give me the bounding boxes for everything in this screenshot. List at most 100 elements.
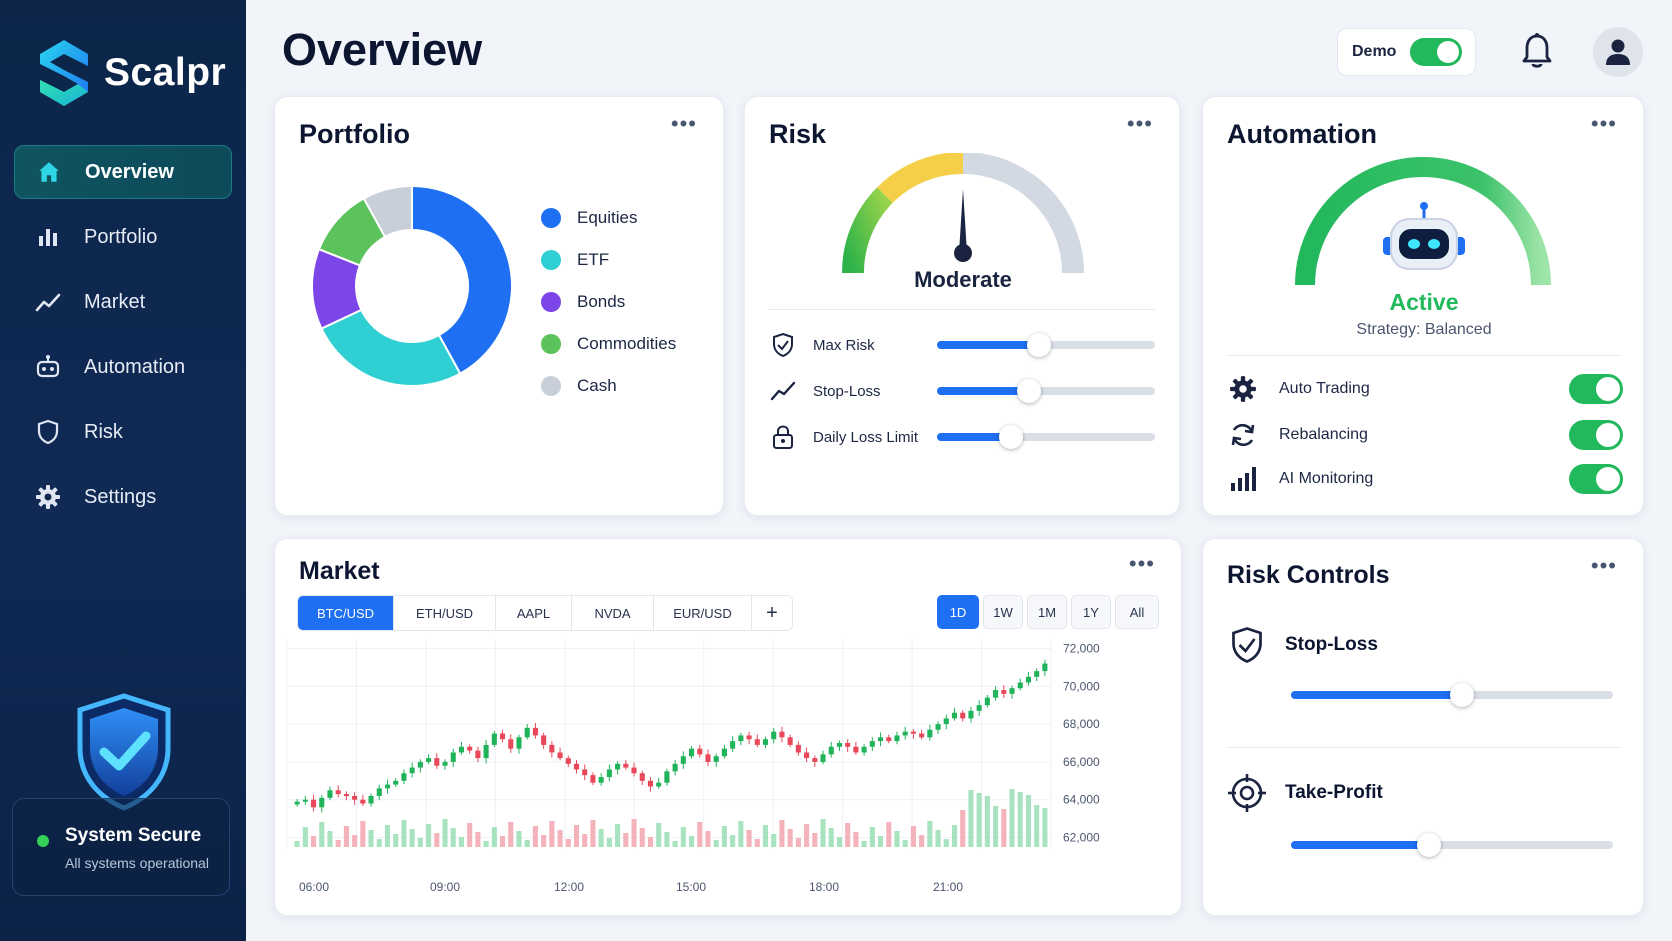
volume-bar <box>458 837 465 847</box>
candle <box>516 734 522 754</box>
volume-bar <box>927 821 933 847</box>
candle <box>631 762 637 777</box>
volume-bar <box>656 823 662 847</box>
volume-bar <box>573 825 580 847</box>
daily-loss-limit-slider[interactable] <box>937 425 1155 449</box>
more-options-icon[interactable]: ••• <box>1590 111 1617 136</box>
candle <box>853 741 859 755</box>
candle <box>869 737 875 751</box>
tab-eth-usd[interactable]: ETH/USD <box>394 596 496 630</box>
volume-bar <box>853 832 859 847</box>
avatar[interactable] <box>1593 27 1643 77</box>
take-profit-slider[interactable] <box>1291 833 1613 857</box>
demo-toggle[interactable]: Demo <box>1337 28 1476 76</box>
volume-bar <box>943 839 949 847</box>
x-tick-label: 18:00 <box>809 880 839 894</box>
card-title: Risk <box>769 119 827 149</box>
app-logo[interactable]: Scalpr <box>36 38 226 108</box>
candle <box>919 729 925 740</box>
max-risk-slider[interactable] <box>937 333 1155 357</box>
candle <box>968 707 974 723</box>
slider-handle[interactable] <box>1449 683 1474 707</box>
slider-handle[interactable] <box>1027 333 1052 357</box>
volume-bar <box>319 822 325 847</box>
risk-control-label: Take-Profit <box>1285 782 1383 803</box>
volume-bar <box>836 837 843 847</box>
risk-control-daily-loss-limit: Daily Loss Limit <box>769 423 1155 451</box>
candle <box>771 727 777 744</box>
tab-btc-usd[interactable]: BTC/USD <box>298 596 394 630</box>
sidebar-item-label: Portfolio <box>84 225 158 248</box>
chart-grid <box>286 639 1052 849</box>
bell-icon[interactable] <box>1520 32 1554 70</box>
candle <box>401 769 407 785</box>
volume-bar <box>294 841 300 847</box>
candle <box>491 730 497 748</box>
tab-aapl[interactable]: AAPL <box>496 596 572 630</box>
legend-swatch <box>541 250 561 270</box>
tab-eur-usd[interactable]: EUR/USD <box>654 596 752 630</box>
range-all[interactable]: All <box>1115 595 1159 629</box>
tab-nvda[interactable]: NVDA <box>572 596 654 630</box>
sidebar-item-portfolio[interactable]: Portfolio <box>14 210 232 264</box>
range-1m[interactable]: 1M <box>1027 595 1067 629</box>
volume-bar <box>401 820 407 847</box>
slider-handle[interactable] <box>999 425 1024 449</box>
candle <box>886 734 892 744</box>
sidebar-item-risk[interactable]: Risk <box>14 405 232 459</box>
volume-bar <box>541 835 547 847</box>
volume-bar <box>647 837 654 847</box>
stop-loss-slider[interactable] <box>937 379 1155 403</box>
volume-bar <box>795 838 801 847</box>
candle <box>598 773 604 786</box>
candle <box>368 793 374 807</box>
more-options-icon[interactable]: ••• <box>670 111 697 136</box>
add-symbol-button[interactable]: + <box>752 596 792 630</box>
volume-bar <box>335 840 341 847</box>
sidebar-item-market[interactable]: Market <box>14 275 232 329</box>
sidebar-item-overview[interactable]: Overview <box>14 145 232 199</box>
volume-bar <box>1001 809 1007 847</box>
divider <box>1227 747 1621 748</box>
sidebar-item-label: Market <box>84 290 146 313</box>
range-1w[interactable]: 1W <box>983 595 1023 629</box>
candle <box>384 779 391 794</box>
demo-label: Demo <box>1352 43 1397 60</box>
range-1y[interactable]: 1Y <box>1071 595 1111 629</box>
stop-loss-slider[interactable] <box>1291 683 1613 707</box>
candle <box>845 739 851 752</box>
volume-bar <box>721 826 727 847</box>
sidebar-item-automation[interactable]: Automation <box>14 340 232 394</box>
x-tick-label: 15:00 <box>676 880 706 894</box>
candle <box>754 734 760 748</box>
automation-item-label: Auto Trading <box>1279 380 1370 397</box>
candle <box>458 741 465 755</box>
more-options-icon[interactable]: ••• <box>1126 111 1153 136</box>
demo-switch[interactable] <box>1410 38 1463 66</box>
candle <box>467 744 473 754</box>
volume-bar <box>393 834 399 847</box>
slider-handle[interactable] <box>1016 379 1041 403</box>
shield-icon <box>34 418 62 446</box>
page-title: Overview <box>282 24 483 75</box>
volume-bar <box>615 824 621 847</box>
volume-bar <box>532 826 538 847</box>
ai-monitoring-toggle[interactable] <box>1569 464 1623 494</box>
rebalancing-toggle[interactable] <box>1569 420 1623 450</box>
risk-gauge <box>841 153 1084 274</box>
volume-bar <box>352 835 358 847</box>
volume-bar <box>417 838 423 847</box>
volume-bar <box>672 841 678 847</box>
x-tick-label: 12:00 <box>554 880 584 894</box>
range-1d[interactable]: 1D <box>937 595 979 629</box>
slider-handle[interactable] <box>1417 833 1442 857</box>
more-options-icon[interactable]: ••• <box>1590 553 1617 578</box>
candle <box>680 751 686 769</box>
sidebar-item-settings[interactable]: Settings <box>14 470 232 524</box>
candle <box>590 772 596 785</box>
candle <box>738 732 744 746</box>
auto-trading-toggle[interactable] <box>1569 374 1623 404</box>
volume-bar <box>902 840 908 847</box>
volume-bar <box>450 828 456 847</box>
legend-item: Bonds <box>541 281 676 323</box>
